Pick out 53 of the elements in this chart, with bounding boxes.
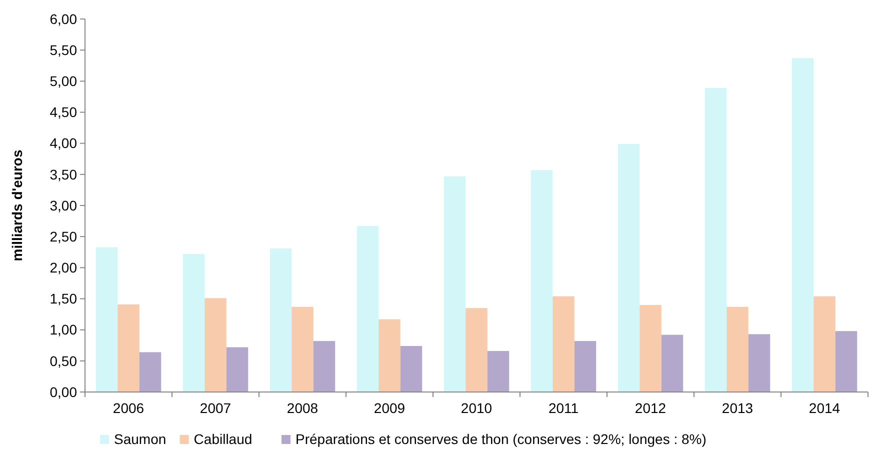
bar (574, 341, 596, 392)
bar (748, 334, 770, 392)
bar (792, 58, 814, 392)
bar (313, 341, 336, 392)
y-tick-label: 0,00 (50, 384, 78, 400)
bar (726, 306, 748, 392)
y-tick-label: 6,00 (50, 10, 78, 27)
bar (835, 331, 858, 392)
bar (270, 248, 292, 392)
bar (400, 346, 422, 392)
bar (466, 308, 488, 392)
legend-label: Saumon (114, 431, 166, 447)
y-tick-label: 5,50 (50, 42, 78, 58)
bar (292, 306, 314, 392)
y-tick-label: 5,00 (50, 73, 78, 90)
y-axis-title: milliards d'euros (9, 150, 25, 262)
bar (618, 144, 640, 392)
legend-label: Cabillaud (194, 431, 252, 447)
bar (226, 347, 248, 392)
bar (530, 170, 553, 392)
y-tick-label: 2,00 (50, 260, 78, 276)
bar (444, 176, 466, 392)
y-tick-label: 4,50 (50, 104, 78, 120)
bar (118, 304, 140, 392)
bar (640, 304, 662, 392)
bar (661, 334, 684, 392)
y-tick-label: 2,50 (50, 228, 78, 244)
bar (96, 247, 118, 392)
x-tick-label: 2014 (808, 400, 840, 416)
legend-label: Préparations et conserves de thon (conserves : 92%; longes : 8%) (296, 431, 706, 447)
bar (356, 226, 379, 392)
y-tick-label: 0,50 (50, 352, 78, 369)
bar (182, 254, 205, 392)
y-tick-label: 4,00 (50, 135, 78, 152)
x-tick-label: 2012 (634, 400, 666, 416)
x-tick-label: 2008 (286, 400, 318, 416)
bar (204, 298, 226, 392)
bar (552, 296, 574, 392)
bar (378, 319, 400, 392)
x-tick-label: 2011 (548, 400, 579, 416)
x-tick-label: 2013 (722, 400, 754, 416)
bar (814, 296, 836, 392)
y-tick-label: 1,00 (50, 322, 78, 338)
x-tick-label: 2010 (460, 400, 492, 416)
bar (704, 88, 727, 392)
y-tick-label: 3,00 (50, 197, 78, 214)
x-tick-label: 2009 (374, 400, 406, 416)
y-tick-label: 1,50 (50, 290, 78, 307)
x-tick-label: 2006 (112, 400, 144, 416)
x-tick-label: 2007 (200, 400, 232, 416)
y-tick-label: 3,50 (50, 166, 78, 182)
bar (139, 352, 162, 392)
bar (487, 350, 510, 392)
